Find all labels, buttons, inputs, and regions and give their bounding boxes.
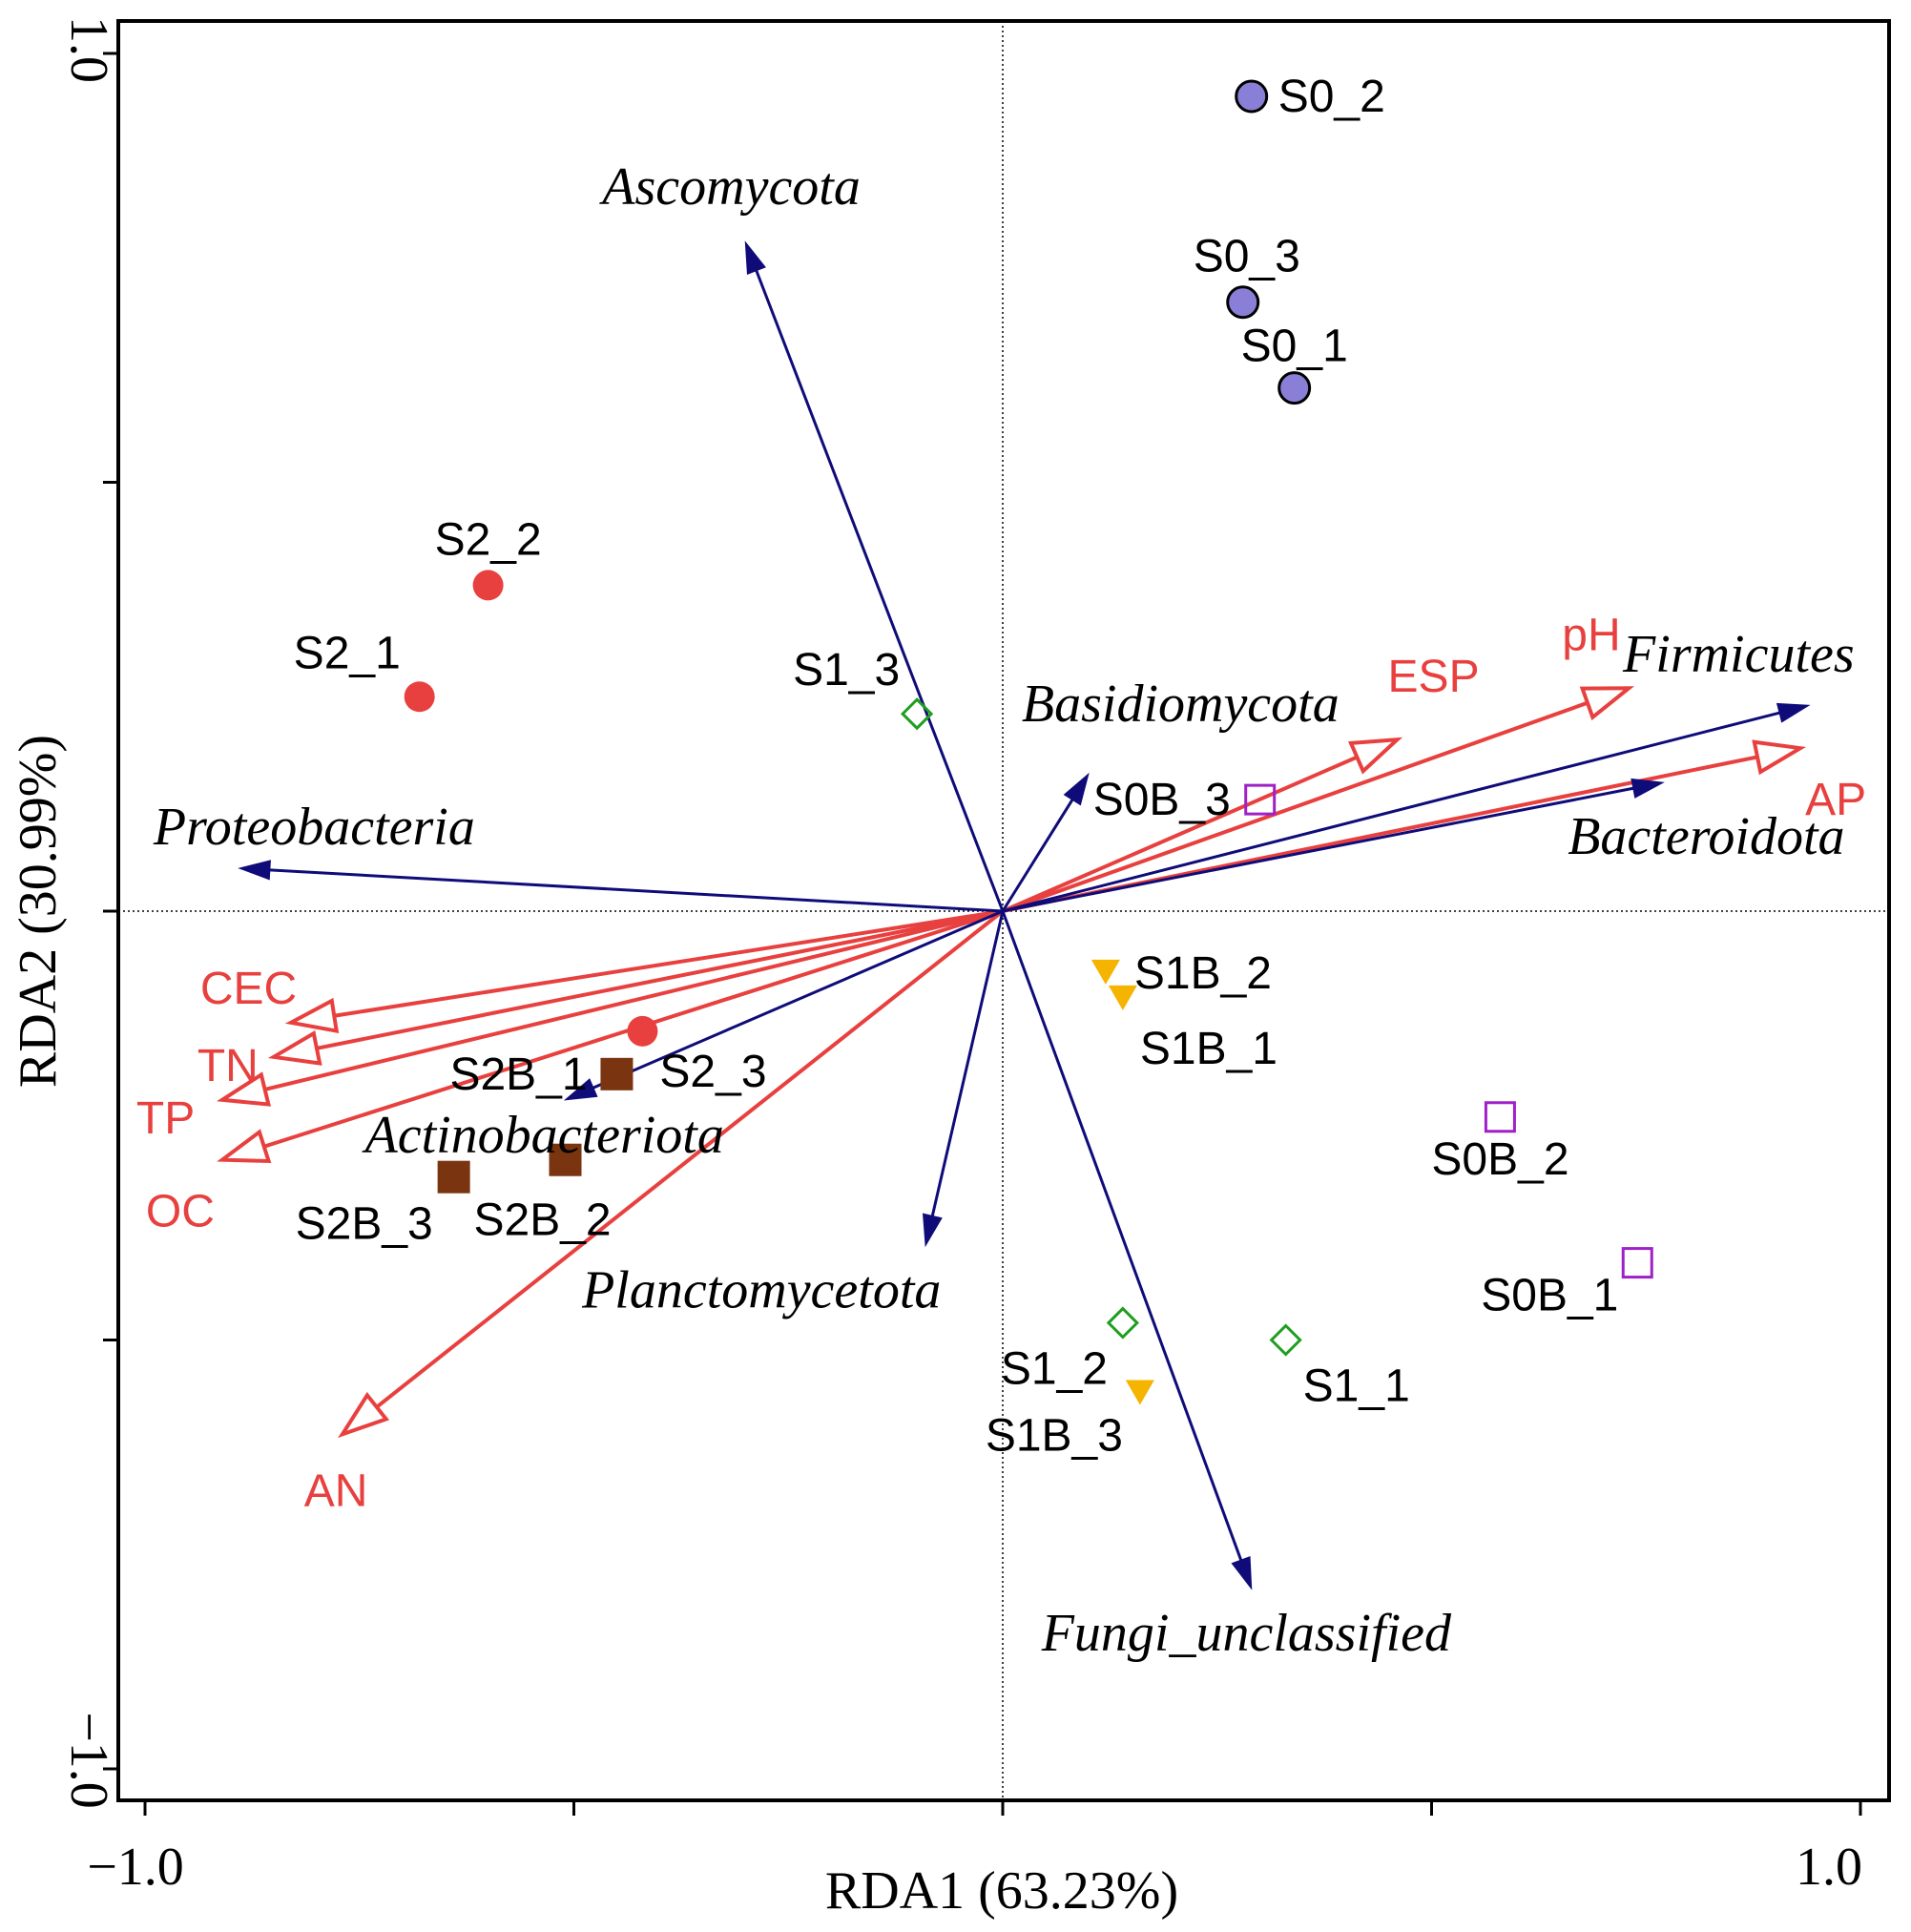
sample-label-s2-3: S2_3 — [659, 1047, 766, 1097]
env-label-tn: TN — [197, 1041, 259, 1091]
env-label-ph: pH — [1562, 610, 1620, 660]
env-arrowhead-oc — [217, 1129, 272, 1164]
sample-point-s1-2 — [1106, 1306, 1139, 1340]
sample-point-s1-1 — [1269, 1323, 1302, 1357]
env-arrowhead-tn — [267, 1029, 322, 1066]
sample-label-s2b-2: S2B_2 — [474, 1195, 612, 1246]
taxon-arrowhead-bacteroidota — [1631, 778, 1665, 799]
sample-label-s2-1: S2_1 — [294, 628, 401, 678]
sample-point-s2b-2 — [549, 1143, 582, 1176]
env-vector-tp — [264, 909, 1004, 1091]
sample-point-s1b-3 — [1125, 1380, 1154, 1405]
sample-point-s1-3 — [900, 697, 934, 731]
env-label-cec: CEC — [200, 964, 297, 1014]
x-tick-label-min: −1.0 — [87, 1838, 184, 1897]
sample-label-s1b-1: S1B_1 — [1140, 1024, 1277, 1074]
x-axis-title: RDA1 (63.23%) — [825, 1861, 1178, 1921]
env-vector-cec — [333, 909, 1004, 1018]
sample-point-s0b-3 — [1244, 783, 1277, 816]
env-label-oc: OC — [146, 1187, 215, 1237]
env-arrowhead-an — [337, 1391, 390, 1439]
sample-point-s2-3 — [627, 1015, 658, 1047]
sample-label-s0b-2: S0B_2 — [1431, 1134, 1568, 1185]
taxon-label-actinobacteriota: Actinobacteriota — [362, 1106, 724, 1165]
sample-point-s2-1 — [404, 681, 435, 713]
taxon-label-fungi-unclassified: Fungi_unclassified — [1041, 1604, 1452, 1663]
sample-label-s1b-2: S1B_2 — [1134, 948, 1272, 999]
env-arrowhead-esp — [1348, 737, 1403, 775]
sample-point-s2b-1 — [600, 1057, 634, 1091]
taxon-arrowhead-firmicutes — [1776, 702, 1811, 723]
env-arrowhead-tp — [216, 1071, 271, 1107]
sample-point-s0b-1 — [1621, 1247, 1653, 1279]
taxon-arrowhead-actinobacteriota — [563, 1078, 598, 1101]
env-arrowhead-ph — [1579, 686, 1635, 721]
x-tick-label-max: 1.0 — [1796, 1838, 1862, 1897]
env-label-an: AN — [304, 1465, 368, 1516]
taxon-arrowhead-fungi-unclassified — [1231, 1556, 1253, 1590]
sample-label-s2b-1: S2B_1 — [449, 1049, 587, 1100]
y-tick-label-min: −1.0 — [59, 1712, 118, 1809]
taxon-vector-bacteroidota — [1002, 786, 1634, 913]
sample-point-s1b-1 — [1108, 985, 1137, 1010]
taxon-label-firmicutes: Firmicutes — [1622, 625, 1855, 684]
sample-label-s1-3: S1_3 — [793, 645, 900, 696]
taxon-label-bacteroidota: Bacteroidota — [1568, 807, 1844, 866]
env-vector-an — [375, 909, 1005, 1409]
env-vector-esp — [1002, 755, 1359, 913]
sample-point-s0-2 — [1235, 79, 1269, 114]
env-vector-tn — [316, 909, 1004, 1050]
taxon-vector-actinobacteriota — [592, 909, 1004, 1090]
sample-label-s1-1: S1_1 — [1303, 1361, 1410, 1412]
taxon-vector-planctomycetota — [930, 910, 1005, 1216]
taxon-label-planctomycetota: Planctomycetota — [581, 1261, 941, 1320]
taxon-arrowhead-basidiomycota — [1063, 772, 1090, 806]
sample-label-s0-3: S0_3 — [1194, 232, 1300, 282]
taxon-vector-ascomycota — [755, 270, 1005, 912]
sample-point-s1b-2 — [1091, 959, 1120, 985]
sample-label-s2-2: S2_2 — [435, 514, 542, 565]
taxon-arrowhead-proteobacteria — [238, 860, 271, 881]
env-label-tp: TP — [136, 1093, 195, 1144]
sample-label-s1b-3: S1B_3 — [986, 1410, 1123, 1461]
taxon-label-ascomycota: Ascomycota — [598, 157, 861, 217]
sample-point-s0b-2 — [1484, 1101, 1516, 1133]
taxon-arrowhead-planctomycetota — [922, 1213, 943, 1248]
sample-point-s2-2 — [472, 570, 504, 601]
sample-point-s0-1 — [1277, 371, 1312, 405]
taxon-vector-fungi-unclassified — [1001, 910, 1243, 1561]
y-axis-title: RDA2 (30.99%) — [9, 735, 68, 1088]
env-arrowhead-ap — [1752, 739, 1807, 776]
sample-label-s2b-3: S2B_3 — [296, 1199, 433, 1250]
sample-label-s1-2: S1_2 — [1001, 1344, 1108, 1395]
sample-point-s2b-3 — [437, 1160, 470, 1194]
taxon-vector-firmicutes — [1002, 711, 1780, 913]
env-vector-ph — [1002, 700, 1589, 913]
sample-label-s0-2: S0_2 — [1278, 72, 1385, 122]
sample-label-s0-1: S0_1 — [1241, 322, 1348, 372]
env-label-esp: ESP — [1388, 652, 1480, 702]
sample-point-s0-3 — [1226, 285, 1260, 320]
env-label-ap: AP — [1805, 775, 1866, 825]
taxon-vector-basidiomycota — [1001, 799, 1074, 912]
sample-label-s0b-1: S0B_1 — [1481, 1271, 1618, 1321]
taxon-label-basidiomycota: Basidiomycota — [1022, 675, 1340, 734]
taxon-label-proteobacteria: Proteobacteria — [153, 798, 475, 857]
taxon-arrowhead-ascomycota — [744, 240, 766, 275]
env-arrowhead-cec — [284, 997, 340, 1034]
taxon-vector-proteobacteria — [269, 868, 1004, 913]
sample-label-s0b-3: S0B_3 — [1093, 775, 1231, 825]
y-tick-label-max: 1.0 — [59, 16, 118, 83]
